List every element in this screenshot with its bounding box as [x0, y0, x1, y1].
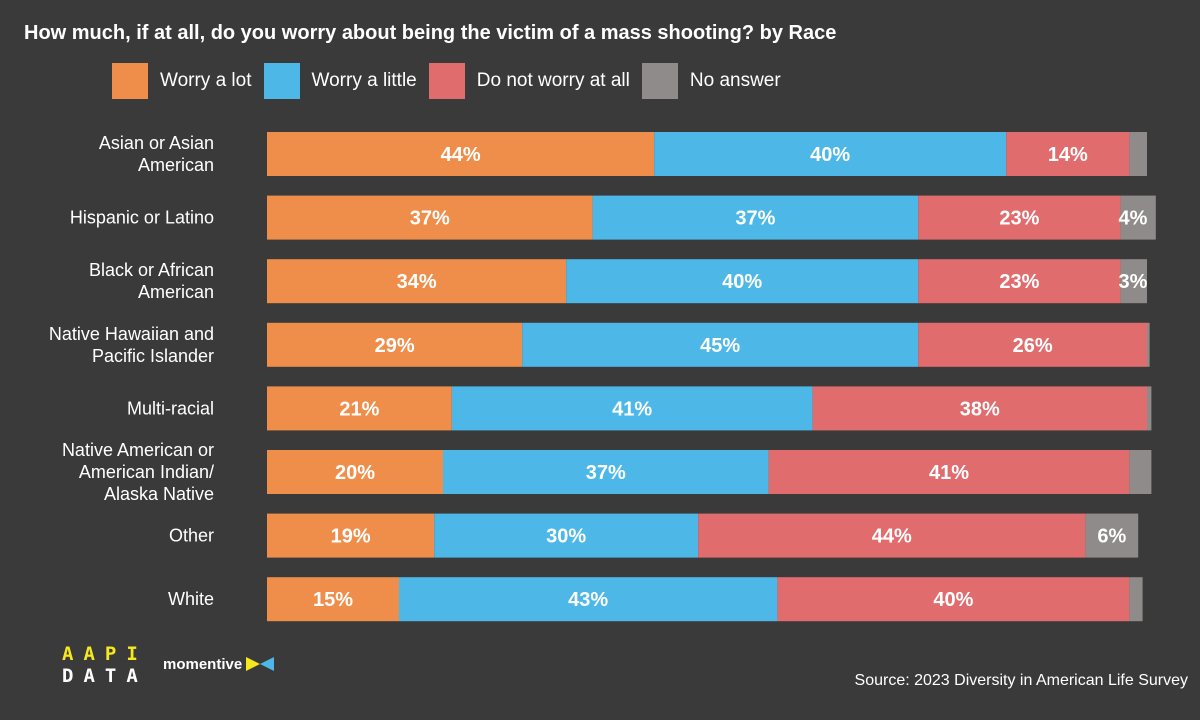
bar-segment	[267, 386, 452, 431]
legend-swatch-do-not-worry	[428, 63, 465, 99]
bar-segment	[1129, 132, 1147, 176]
data-label: 14%	[1048, 144, 1088, 166]
legend-item-no-answer: No answer	[641, 63, 781, 99]
legend-swatch-worry-a-little	[263, 63, 300, 99]
data-label: 15%	[313, 589, 353, 611]
data-label: 38%	[960, 398, 1000, 420]
data-label: 40%	[933, 589, 973, 611]
legend-item-worry-a-lot: Worry a lot	[112, 63, 252, 99]
data-label: 30%	[546, 526, 586, 548]
data-label: 40%	[722, 271, 762, 293]
bar-segment	[267, 195, 593, 240]
aapi-logo-row1: AAPI	[62, 643, 148, 665]
category-label: White	[168, 589, 214, 609]
data-label: 40%	[810, 144, 850, 166]
bar-segment	[1129, 577, 1143, 622]
data-label: 23%	[999, 208, 1039, 230]
bar-segment	[267, 132, 655, 176]
category-label: Asian or Asian American	[99, 133, 214, 175]
category-label: Multi-racial	[127, 398, 214, 418]
bar-segment	[434, 513, 699, 558]
bar-segment	[443, 450, 769, 494]
bar-segment	[267, 450, 443, 494]
category-label: Native American or American Indian/Alaska…	[62, 440, 214, 504]
bar-segment	[698, 513, 1086, 558]
data-label: 45%	[700, 335, 740, 357]
bar-segment	[267, 513, 435, 558]
chart-title: How much, if at all, do you worry about …	[24, 22, 837, 44]
bar-segment	[522, 322, 919, 367]
data-label: 37%	[586, 462, 626, 484]
data-label: 23%	[999, 271, 1039, 293]
bar-segment	[267, 577, 399, 622]
momentive-logo-text: momentive	[163, 655, 243, 673]
bar-segment	[777, 577, 1130, 622]
bar-segment	[918, 322, 1147, 367]
bar-segment	[768, 450, 1130, 494]
data-label: 26%	[1013, 335, 1053, 357]
bar-segment	[1129, 450, 1152, 494]
legend-item-do-not-worry: Do not worry at all	[428, 63, 630, 99]
data-label: 41%	[612, 398, 652, 420]
legend-label-worry-a-little: Worry a little	[311, 70, 417, 91]
data-label: 3%	[1119, 271, 1148, 293]
bar-segment	[1147, 386, 1152, 431]
momentive-mark-icon	[246, 657, 275, 671]
source-note: Source: 2023 Diversity in American Life …	[854, 672, 1188, 689]
bar-segment	[267, 322, 523, 367]
aapi-data-logo: AAPI DATA	[62, 643, 148, 687]
category-label: Black or African American	[89, 260, 214, 302]
data-label: 44%	[441, 144, 481, 166]
bar-segment	[566, 259, 919, 304]
category-label: Other	[169, 526, 214, 546]
data-label: 19%	[331, 526, 371, 548]
bar-segment	[399, 577, 778, 622]
data-label: 44%	[872, 526, 912, 548]
bar-segment	[654, 132, 1007, 176]
category-label: Hispanic or Latino	[70, 208, 214, 228]
legend-label-do-not-worry: Do not worry at all	[476, 70, 630, 91]
momentive-logo: momentive	[163, 655, 276, 673]
data-label: 43%	[568, 589, 608, 611]
data-label: 4%	[1119, 208, 1148, 230]
legend-item-worry-a-little: Worry a little	[263, 63, 417, 99]
bar-segment	[1147, 322, 1150, 367]
bar-segment	[451, 386, 813, 431]
bar-segment	[592, 195, 919, 240]
data-label: 6%	[1097, 526, 1126, 548]
legend-label-worry-a-lot: Worry a lot	[160, 70, 252, 91]
legend: Worry a lot Worry a little Do not worry …	[112, 62, 793, 100]
bar-segment	[267, 259, 567, 304]
bar-segment	[1006, 132, 1130, 176]
data-label: 41%	[929, 462, 969, 484]
data-label: 37%	[735, 208, 775, 230]
bar-segment	[1085, 513, 1139, 558]
bar-segment	[812, 386, 1147, 431]
data-label: 20%	[335, 462, 375, 484]
bar-segment	[1120, 259, 1147, 304]
data-label: 37%	[410, 208, 450, 230]
bar-segment	[918, 259, 1121, 304]
bar-segment	[1120, 195, 1156, 240]
category-label: Native Hawaiian and Pacific Islander	[49, 324, 214, 366]
data-label: 34%	[397, 271, 437, 293]
bar-segment	[918, 195, 1121, 240]
data-label: 29%	[375, 335, 415, 357]
data-label: 21%	[339, 398, 379, 420]
aapi-logo-row2: DATA	[62, 665, 148, 687]
legend-swatch-worry-a-lot	[112, 63, 148, 99]
legend-label-no-answer: No answer	[689, 70, 781, 91]
legend-swatch-no-answer	[641, 63, 678, 99]
